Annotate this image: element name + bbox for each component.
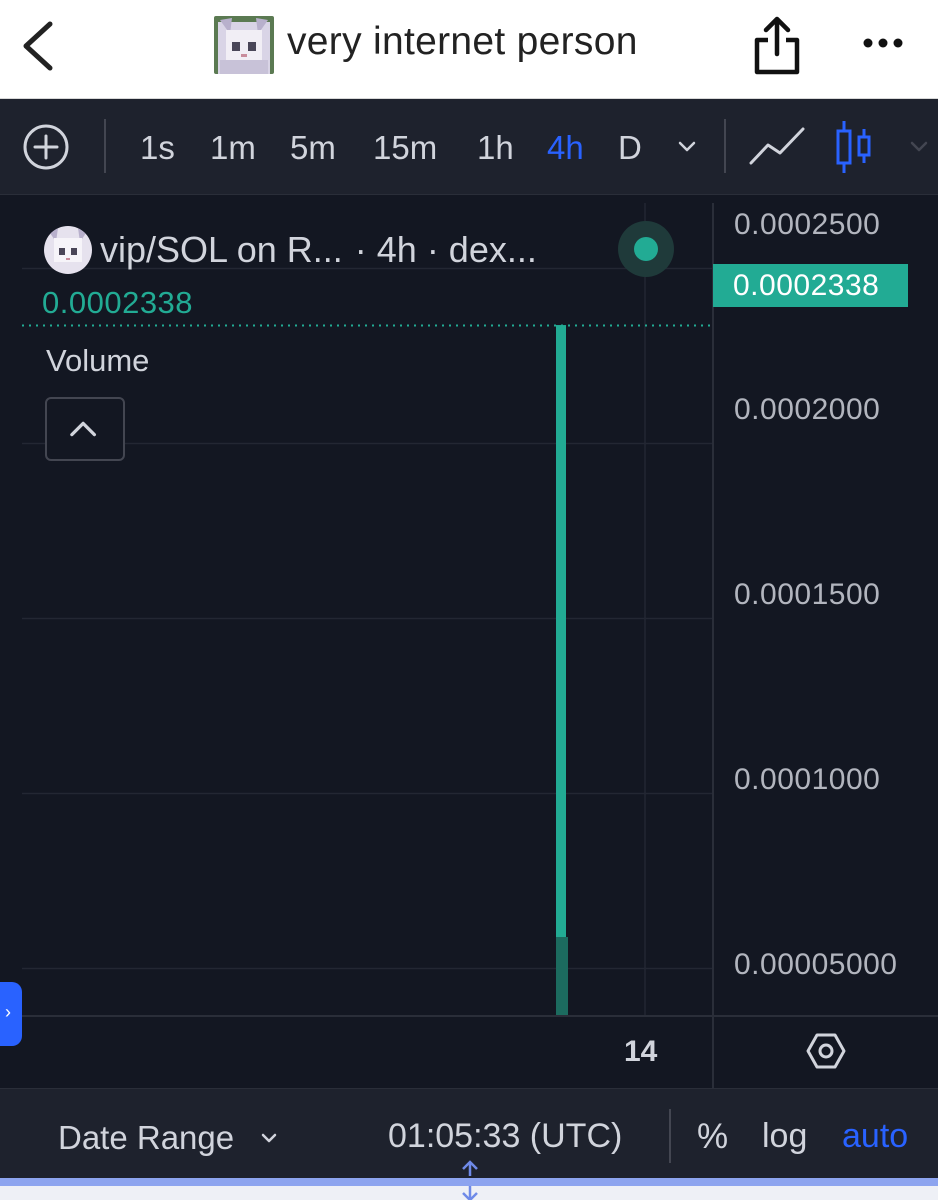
line-chart-icon[interactable] [748,123,806,171]
plus-circle-icon[interactable] [22,123,70,171]
interval-1h[interactable]: 1h [477,129,514,166]
price-axis-tick: 0.0002000 [734,393,881,426]
chevron-left-icon[interactable] [16,18,62,74]
symbol-name: vip/SOL on R... [100,229,343,270]
market-status-indicator[interactable] [618,221,674,277]
top-navigation-bar: very internet person [0,0,938,99]
interval-1s[interactable]: 1s [140,129,175,166]
chevron-down-icon[interactable] [674,133,700,159]
interval-d[interactable]: D [618,129,642,166]
auto-scale-toggle[interactable]: auto [842,1117,909,1155]
settings-icon[interactable] [806,1031,846,1071]
toolbar-divider [724,119,726,173]
price-chart[interactable] [22,203,938,1088]
bottom-divider [669,1109,671,1163]
toolbar-divider [104,119,106,173]
chevron-right-icon: › [5,1002,11,1022]
volume-bar [556,937,568,1015]
log-scale-toggle[interactable]: log [762,1117,808,1155]
chevron-down-icon[interactable] [258,1127,280,1149]
symbol-avatar [44,226,92,274]
chevron-up-icon [70,421,97,437]
price-axis-tick: 0.0001000 [734,763,881,796]
candlestick-icon[interactable] [834,119,874,175]
chevron-down-icon[interactable] [906,133,932,159]
date-range-button[interactable]: Date Range [58,1119,235,1156]
collapse-legend-button[interactable] [45,397,125,461]
price-axis-tick: 0.0001500 [734,578,881,611]
price-bar [556,325,566,1015]
sidebar-toggle[interactable]: › [0,982,22,1046]
volume-indicator-label[interactable]: Volume [46,343,150,378]
avatar[interactable] [214,16,274,74]
price-axis-tick: 0.0002500 [734,208,881,241]
price-axis-divider [712,203,714,1088]
page-title: very internet person [287,20,638,63]
time-axis-tick: 14 [624,1035,658,1068]
price-axis-tick: 0.00005000 [734,948,898,981]
panel-resize-handle[interactable] [0,1178,938,1186]
interval-4h[interactable]: 4h [547,129,584,166]
interval-1m[interactable]: 1m [210,129,256,166]
symbol-interval-source: · 4h · dex... [354,229,537,270]
interval-5m[interactable]: 5m [290,129,336,166]
last-price-tag: 0.0002338 [713,264,908,307]
resize-arrows-icon[interactable] [458,1158,482,1200]
share-icon[interactable] [752,14,802,76]
percent-scale-toggle[interactable]: % [697,1117,729,1156]
more-icon[interactable] [858,28,908,58]
symbol-legend[interactable]: vip/SOL on R... · 4h · dex... [44,225,537,275]
last-price-value: 0.0002338 [42,285,194,320]
utc-clock[interactable]: 01:05:33 (UTC) [388,1117,623,1155]
interval-15m[interactable]: 15m [373,129,438,166]
chart-area[interactable]: vip/SOL on R... · 4h · dex... 0.0002338 … [22,203,938,1088]
chart-toolbar: 1s 1m 5m 15m 1h 4h D [0,99,938,195]
time-axis-divider [22,1015,938,1017]
